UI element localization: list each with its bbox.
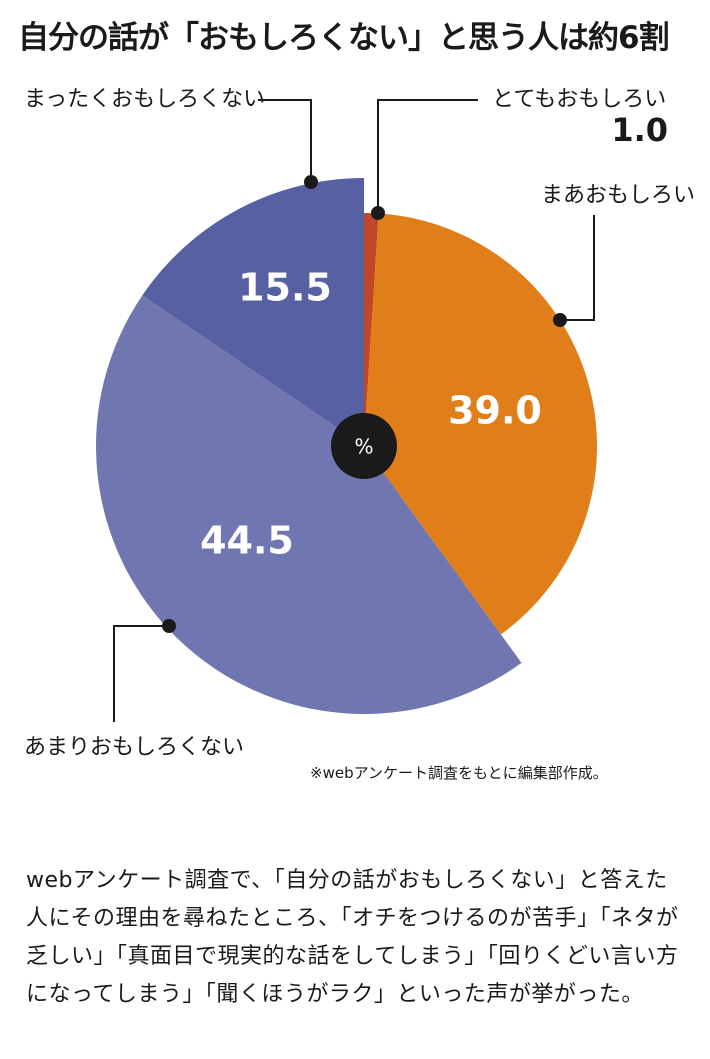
chart-title: 自分の話が「おもしろくない」と思う人は約6割 [18, 20, 670, 56]
slice-value-label: 39.0 [448, 389, 542, 433]
pie-chart: 39.0 44.5 15.5% とてもおもしろいまあおもしろいあまりおもしろくないまっ… [24, 87, 695, 760]
leader-dot [304, 175, 318, 189]
category-label: まあおもしろい [541, 183, 695, 208]
center-unit-label: % [354, 435, 373, 459]
category-label: まったくおもしろくない [24, 87, 265, 112]
leader-line [377, 99, 478, 213]
center-badge [331, 413, 397, 479]
pie-slice [142, 178, 364, 446]
pie-slice [364, 213, 597, 635]
pie-slice [96, 295, 522, 714]
leader-dot [162, 619, 176, 633]
slice-value-label: 15.5 [238, 266, 332, 310]
slice-value-label: 1.0 [611, 111, 668, 149]
leader-line [560, 215, 595, 321]
category-label: とてもおもしろい [492, 87, 666, 112]
leader-line [113, 625, 169, 722]
source-note: ※webアンケート調査をもとに編集部作成。 [310, 764, 608, 782]
slice-value-label: 44.5 [200, 519, 294, 563]
pie-slice [364, 213, 379, 446]
leader-line [258, 99, 312, 182]
category-label: あまりおもしろくない [24, 735, 244, 760]
leader-dot [553, 313, 567, 327]
body-paragraph: webアンケート調査で、「自分の話がおもしろくない」と答えた人にその理由を尋ねた… [26, 868, 679, 1007]
leader-dot [371, 206, 385, 220]
